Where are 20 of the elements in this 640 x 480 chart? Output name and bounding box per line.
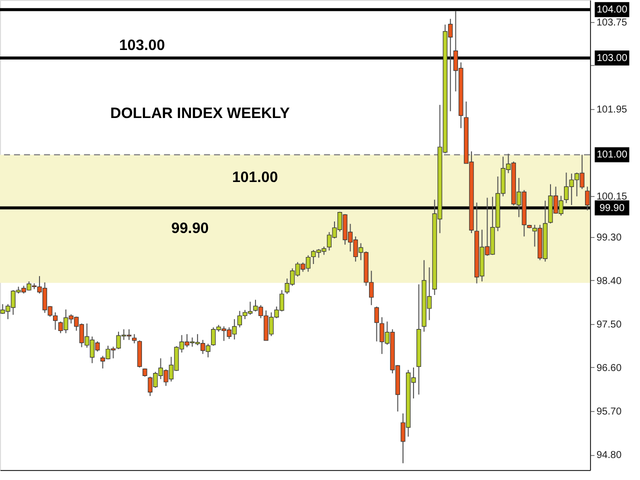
candlestick [374, 306, 379, 342]
ref-line-label: 104.00 [596, 4, 628, 16]
annotation: 101.00 [232, 169, 278, 186]
candlestick [53, 312, 58, 330]
y-tick-label: 100.15 [596, 191, 628, 202]
y-tick-label: 96.60 [596, 362, 622, 374]
ref-line-label: 101.00 [596, 150, 628, 161]
y-tick-label: 97.50 [596, 319, 622, 330]
y-tick-label: 95.70 [596, 406, 622, 418]
ref-line-label: 103.00 [596, 53, 628, 64]
y-tick-label: 103.75 [596, 17, 628, 28]
y-tick-label: 94.80 [596, 450, 622, 462]
y-tick-label: 99.30 [596, 232, 622, 244]
annotation: 103.00 [119, 37, 165, 54]
y-tick-label: 101.95 [596, 104, 628, 116]
ref-line-label: 99.90 [599, 202, 625, 214]
annotation: 99.90 [171, 220, 209, 237]
text: DOLLAR INDEX WEEKLY [110, 105, 290, 122]
candlestick [132, 334, 137, 344]
y-tick-label: 98.40 [596, 276, 622, 287]
